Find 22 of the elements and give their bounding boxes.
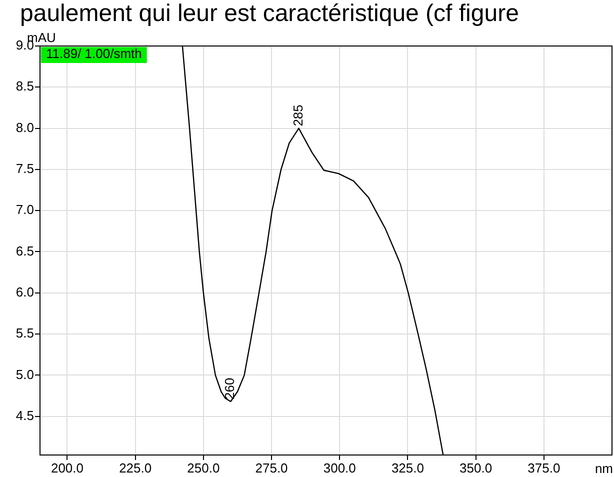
y-tick-label: 5.5: [16, 326, 34, 341]
chart-title: paulement qui leur est caractéristique (cf figure: [19, 0, 520, 28]
y-tick-label: 6.5: [16, 243, 34, 258]
y-tick-label: 8.0: [16, 120, 34, 135]
x-tick-label: 350.0: [460, 460, 492, 476]
x-tick-label: 250.0: [187, 460, 220, 476]
x-tick-label: 325.0: [391, 460, 424, 476]
x-tick-label: 200.0: [50, 460, 84, 476]
y-tick-label: 8.5: [16, 78, 34, 94]
annotation: 285: [290, 104, 306, 126]
x-axis-title: nm: [594, 461, 613, 476]
x-tick-label: 300.0: [323, 460, 356, 476]
x-tick-label: 275.0: [255, 460, 288, 476]
x-tick-label: 225.0: [119, 460, 152, 476]
annotation: 260: [222, 378, 238, 400]
y-tick-label: 7.0: [16, 202, 34, 218]
y-tick-label: 5.0: [16, 366, 34, 382]
x-tick-label: 375.0: [528, 460, 560, 476]
y-tick-label: 7.5: [16, 161, 34, 176]
y-tick-label: 6.0: [16, 284, 34, 300]
annotation: 11.89/ 1.00/smth: [46, 46, 142, 62]
y-tick-label: 4.5: [16, 408, 34, 423]
